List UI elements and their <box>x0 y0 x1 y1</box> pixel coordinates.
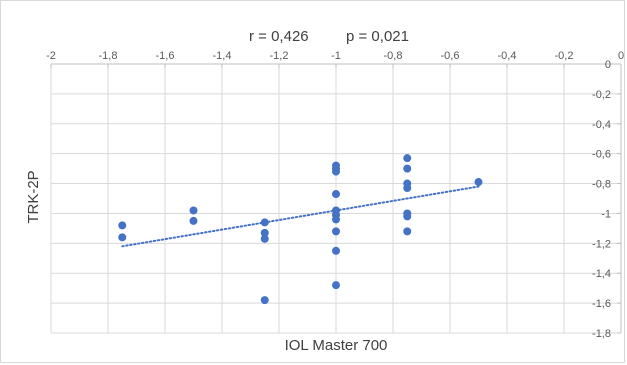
x-tick-label: -1 <box>331 50 341 62</box>
data-point <box>332 167 340 176</box>
data-point <box>118 221 127 230</box>
data-point <box>332 190 340 199</box>
data-point <box>260 228 269 237</box>
data-point <box>474 178 483 187</box>
data-point <box>260 218 269 227</box>
data-point <box>332 246 340 255</box>
data-point <box>403 184 412 193</box>
data-point <box>403 227 412 236</box>
y-tick-label: -1,8 <box>592 328 611 340</box>
grid-lines <box>50 63 622 334</box>
data-point <box>189 206 198 215</box>
x-tick-label: -1,6 <box>156 50 175 62</box>
y-tick-labels: 0 -0,2 -0,4 -0,6 -0,8 -1 -1,2 -1,4 -1,6 -1,8 <box>592 59 621 340</box>
x-axis-title: IOL Master 700 <box>285 337 388 354</box>
x-tick-label: -2 <box>46 50 56 62</box>
data-point <box>260 234 269 243</box>
x-tick-label: -0,2 <box>555 50 574 62</box>
y-tick-label: -0,4 <box>592 119 611 131</box>
data-point <box>332 215 340 224</box>
y-tick-label: -0,8 <box>592 179 611 191</box>
x-tick-label: -0,4 <box>498 50 517 62</box>
data-point <box>260 296 269 305</box>
data-point <box>403 164 412 173</box>
data-point <box>332 227 340 236</box>
stat-p: p = 0,021 <box>346 28 409 45</box>
x-tick-label: 0 <box>618 50 624 62</box>
y-tick-label: -1,6 <box>592 298 611 310</box>
y-tick-label: -1 <box>601 208 611 220</box>
data-point <box>332 281 340 290</box>
x-tick-label: -1,8 <box>99 50 118 62</box>
y-tick-label: -1,2 <box>592 238 611 250</box>
data-point <box>403 154 412 163</box>
y-axis-title: TRK-2P <box>25 170 42 223</box>
stat-r: r = 0,426 <box>249 28 309 45</box>
x-tick-label: -1,2 <box>270 50 289 62</box>
y-tick-label: 0 <box>605 59 611 71</box>
x-tick-label: -0,6 <box>441 50 460 62</box>
x-tick-label: -0,8 <box>384 50 403 62</box>
data-point <box>118 233 127 242</box>
y-tick-label: -0,2 <box>592 89 611 101</box>
data-point <box>189 216 198 225</box>
data-point <box>403 212 412 221</box>
trendline <box>121 185 480 248</box>
y-tick-label: -0,6 <box>592 149 611 161</box>
x-tick-labels: -2 -1,8 -1,6 -1,4 -1,2 -1 -0,8 -0,6 -0,4 -0,2 0 <box>46 50 624 68</box>
x-tick-label: -1,4 <box>213 50 232 62</box>
data-points <box>118 154 483 305</box>
y-tick-label: -1,4 <box>592 268 611 280</box>
